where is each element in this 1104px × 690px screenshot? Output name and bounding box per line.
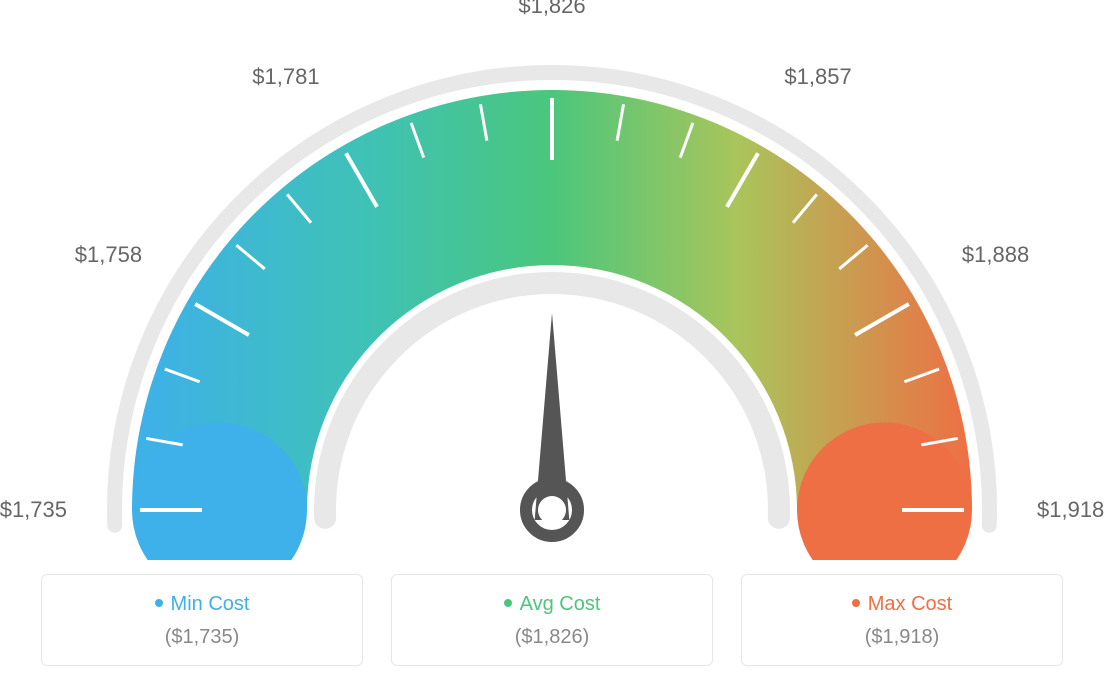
gauge-tick-label: $1,888 bbox=[962, 242, 1029, 268]
legend-max-value: ($1,918) bbox=[742, 626, 1062, 649]
gauge-tick-label: $1,781 bbox=[252, 64, 319, 90]
legend-avg-title: Avg Cost bbox=[392, 593, 712, 616]
dot-icon bbox=[852, 599, 860, 607]
gauge: $1,735 $1,758 $1,781 $1,826 $1,857 $1,888 $1,9… bbox=[0, 0, 1104, 560]
dot-icon bbox=[155, 599, 163, 607]
legend-avg-label: Avg Cost bbox=[520, 593, 601, 615]
legend-max-title: Max Cost bbox=[742, 593, 1062, 616]
legend-row: Min Cost ($1,735) Avg Cost ($1,826) Max … bbox=[0, 574, 1104, 666]
gauge-tick-label: $1,918 bbox=[1037, 497, 1104, 523]
gauge-tick-label: $1,826 bbox=[518, 0, 585, 19]
legend-min-title: Min Cost bbox=[42, 593, 362, 616]
legend-avg-value: ($1,826) bbox=[392, 626, 712, 649]
legend-card-max: Max Cost ($1,918) bbox=[741, 574, 1063, 666]
gauge-tick-label: $1,735 bbox=[0, 497, 67, 523]
legend-card-min: Min Cost ($1,735) bbox=[41, 574, 363, 666]
legend-min-value: ($1,735) bbox=[42, 626, 362, 649]
legend-max-label: Max Cost bbox=[868, 593, 952, 615]
legend-card-avg: Avg Cost ($1,826) bbox=[391, 574, 713, 666]
chart-container: $1,735 $1,758 $1,781 $1,826 $1,857 $1,888 $1,9… bbox=[0, 0, 1104, 690]
gauge-tick-label: $1,857 bbox=[784, 64, 851, 90]
dot-icon bbox=[504, 599, 512, 607]
legend-min-label: Min Cost bbox=[171, 593, 250, 615]
gauge-svg bbox=[0, 0, 1104, 560]
gauge-tick-label: $1,758 bbox=[75, 242, 142, 268]
